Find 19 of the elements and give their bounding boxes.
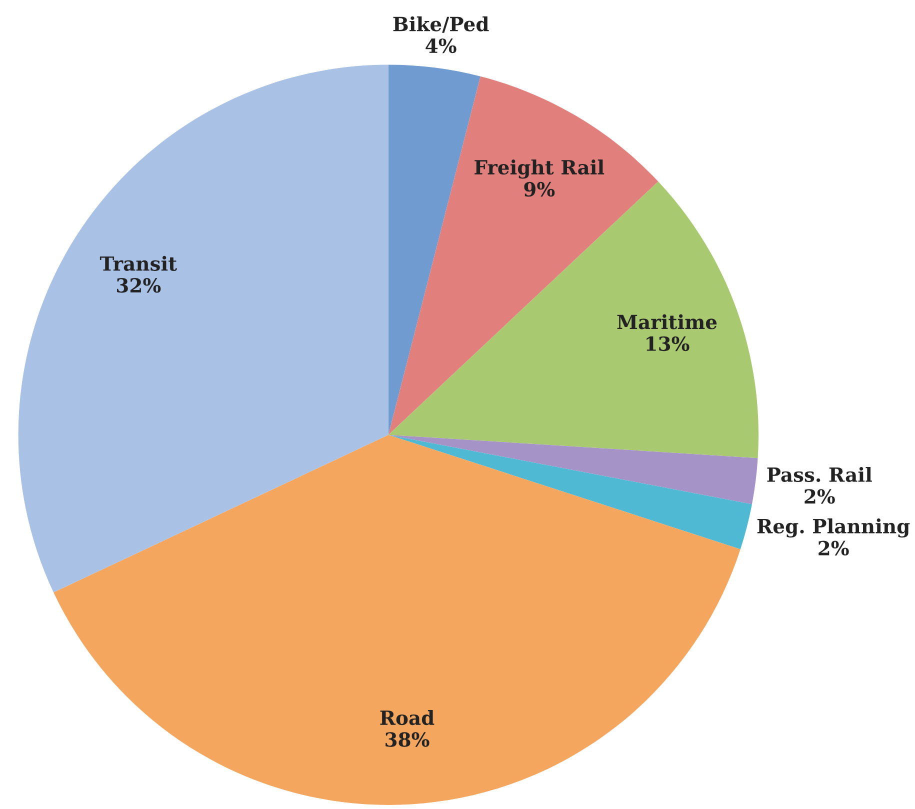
data-label: 2% [804, 489, 835, 504]
data-label: 9% [524, 182, 555, 197]
pie-slice [388, 181, 759, 458]
slice-label: Maritime [617, 314, 717, 330]
pie-slice [388, 434, 752, 550]
data-label: 38% [386, 732, 430, 747]
data-label: 2% [818, 540, 849, 556]
slice-label: Reg. Planning [757, 518, 910, 538]
pie-slice [388, 434, 758, 504]
pie-slice [18, 64, 388, 592]
slice-label: Road [380, 710, 434, 726]
pie-slice [54, 434, 740, 805]
data-label: 13% [646, 336, 690, 352]
data-label: 4% [426, 38, 456, 54]
slice-label: Freight Rail [474, 160, 604, 179]
slice-label: Transit [100, 256, 177, 271]
slice-label: Bike/Ped [393, 16, 489, 33]
slice-label: Pass. Rail [767, 466, 872, 482]
data-label: 32% [117, 278, 161, 293]
